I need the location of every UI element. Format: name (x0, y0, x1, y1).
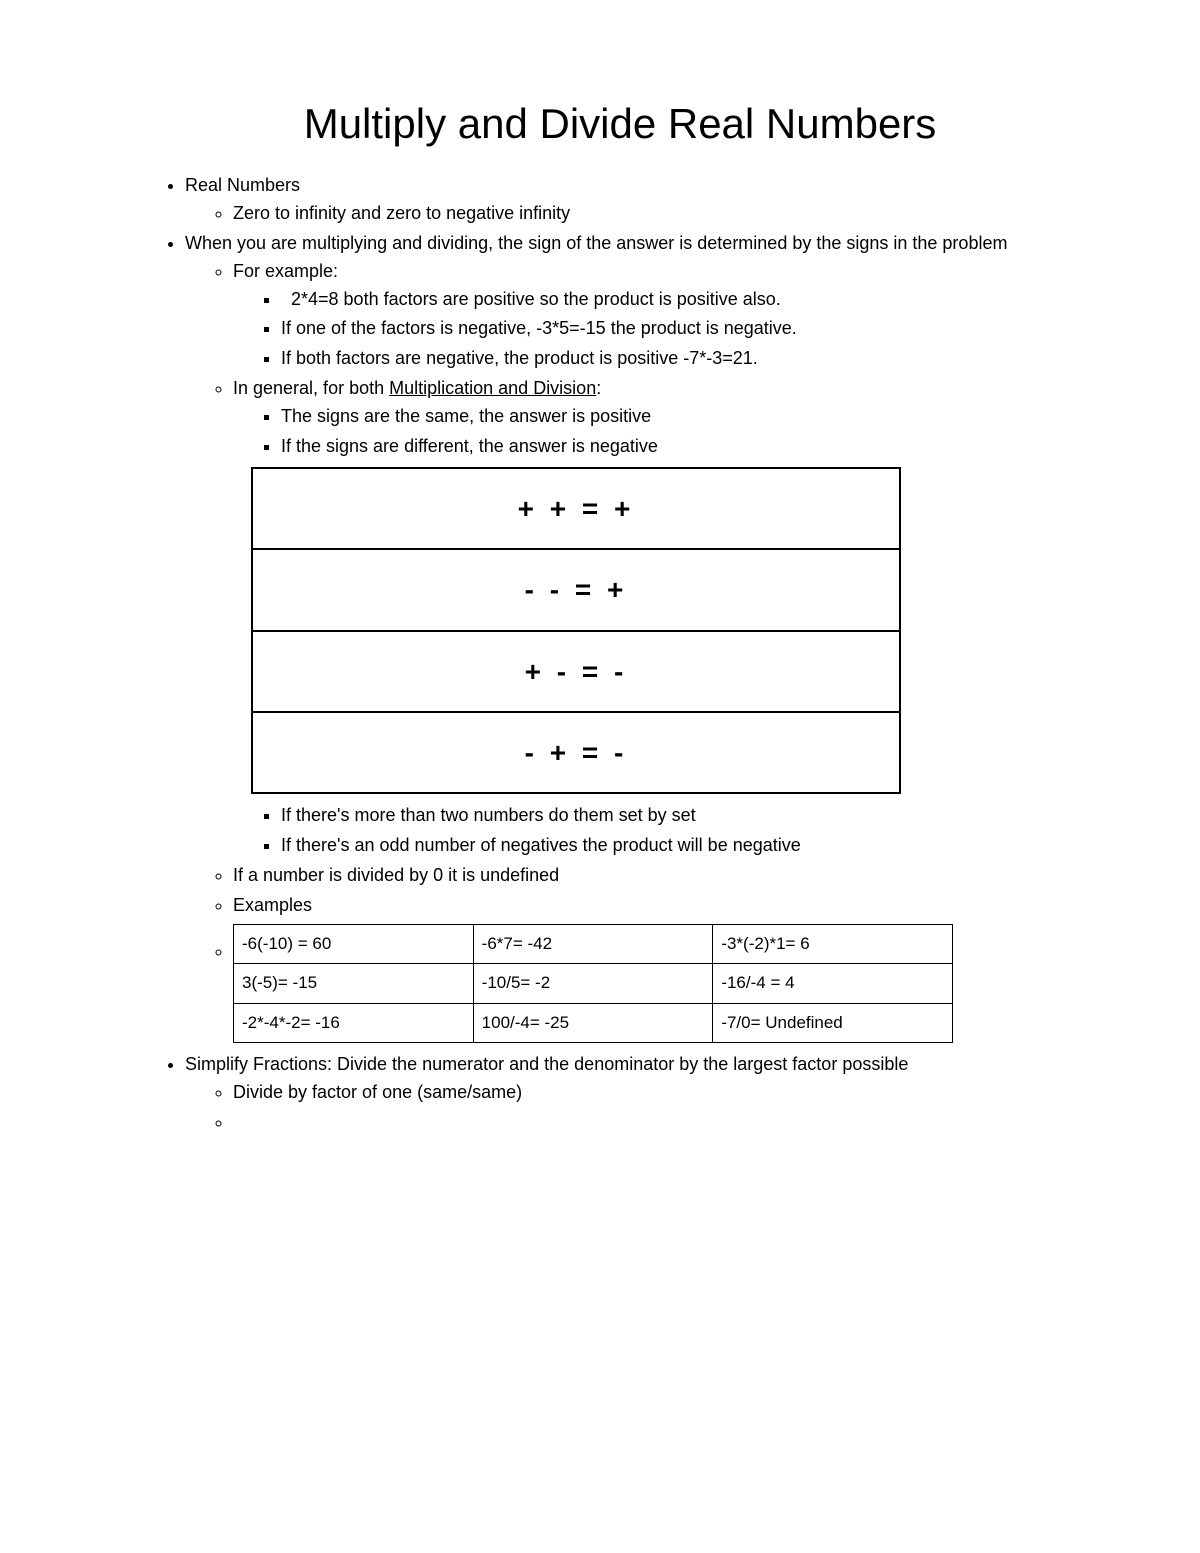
example-cell: -2*-4*-2= -16 (234, 1003, 474, 1042)
bullet-examples-label: Examples (233, 892, 1080, 920)
bullet-empty (233, 1109, 1080, 1137)
bullet-real-numbers: Real Numbers Zero to infinity and zero t… (185, 172, 1080, 228)
examples-table-container: -6(-10) = 60 -6*7= -42 -3*(-2)*1= 6 3(-5… (233, 924, 1080, 1043)
sign-rules-table: + + = + - - = + + - = - - + = - (251, 467, 901, 795)
example-cell: -10/5= -2 (473, 964, 713, 1003)
sign-table-container: + + = + - - = + + - = - - + = - (251, 467, 1080, 795)
sign-row: + - = - (252, 631, 900, 712)
bullet-zero-infinity: Zero to infinity and zero to negative in… (233, 200, 1080, 228)
bullet-same-signs: The signs are the same, the answer is po… (281, 403, 1080, 431)
bullet-simplify-fractions: Simplify Fractions: Divide the numerator… (185, 1051, 1080, 1137)
example-cell: -6(-10) = 60 (234, 925, 474, 964)
bullet-ex3: If both factors are negative, the produc… (281, 345, 1080, 373)
bullet-text-underline: Multiplication and Division (389, 378, 596, 398)
bullet-odd-negatives: If there's an odd number of negatives th… (281, 832, 1080, 860)
bullet-divide-by-zero: If a number is divided by 0 it is undefi… (233, 862, 1080, 890)
bullet-divide-factor-one: Divide by factor of one (same/same) (233, 1079, 1080, 1107)
bullet-text: Real Numbers (185, 175, 300, 195)
example-cell: -16/-4 = 4 (713, 964, 953, 1003)
example-cell: 100/-4= -25 (473, 1003, 713, 1042)
bullet-text-prefix: In general, for both (233, 378, 389, 398)
bullet-ex1: 2*4=8 both factors are positive so the p… (281, 286, 1080, 314)
bullet-ex2: If one of the factors is negative, -3*5=… (281, 315, 1080, 343)
bullet-text: When you are multiplying and dividing, t… (185, 233, 1007, 253)
example-cell: -6*7= -42 (473, 925, 713, 964)
sign-row: + + = + (252, 468, 900, 549)
main-list: Real Numbers Zero to infinity and zero t… (140, 172, 1080, 1137)
bullet-text: For example: (233, 261, 338, 281)
bullet-diff-signs: If the signs are different, the answer i… (281, 433, 1080, 461)
bullet-for-example: For example: 2*4=8 both factors are posi… (233, 258, 1080, 374)
example-cell: -7/0= Undefined (713, 1003, 953, 1042)
bullet-text-suffix: : (596, 378, 601, 398)
examples-table: -6(-10) = 60 -6*7= -42 -3*(-2)*1= 6 3(-5… (233, 924, 953, 1043)
bullet-more-than-two: If there's more than two numbers do them… (281, 802, 1080, 830)
bullet-in-general: In general, for both Multiplication and … (233, 375, 1080, 860)
page-title: Multiply and Divide Real Numbers (140, 100, 1080, 148)
sign-row: - + = - (252, 712, 900, 793)
example-cell: 3(-5)= -15 (234, 964, 474, 1003)
bullet-sign-rule: When you are multiplying and dividing, t… (185, 230, 1080, 1043)
example-cell: -3*(-2)*1= 6 (713, 925, 953, 964)
bullet-text: Simplify Fractions: Divide the numerator… (185, 1054, 908, 1074)
sign-row: - - = + (252, 549, 900, 630)
